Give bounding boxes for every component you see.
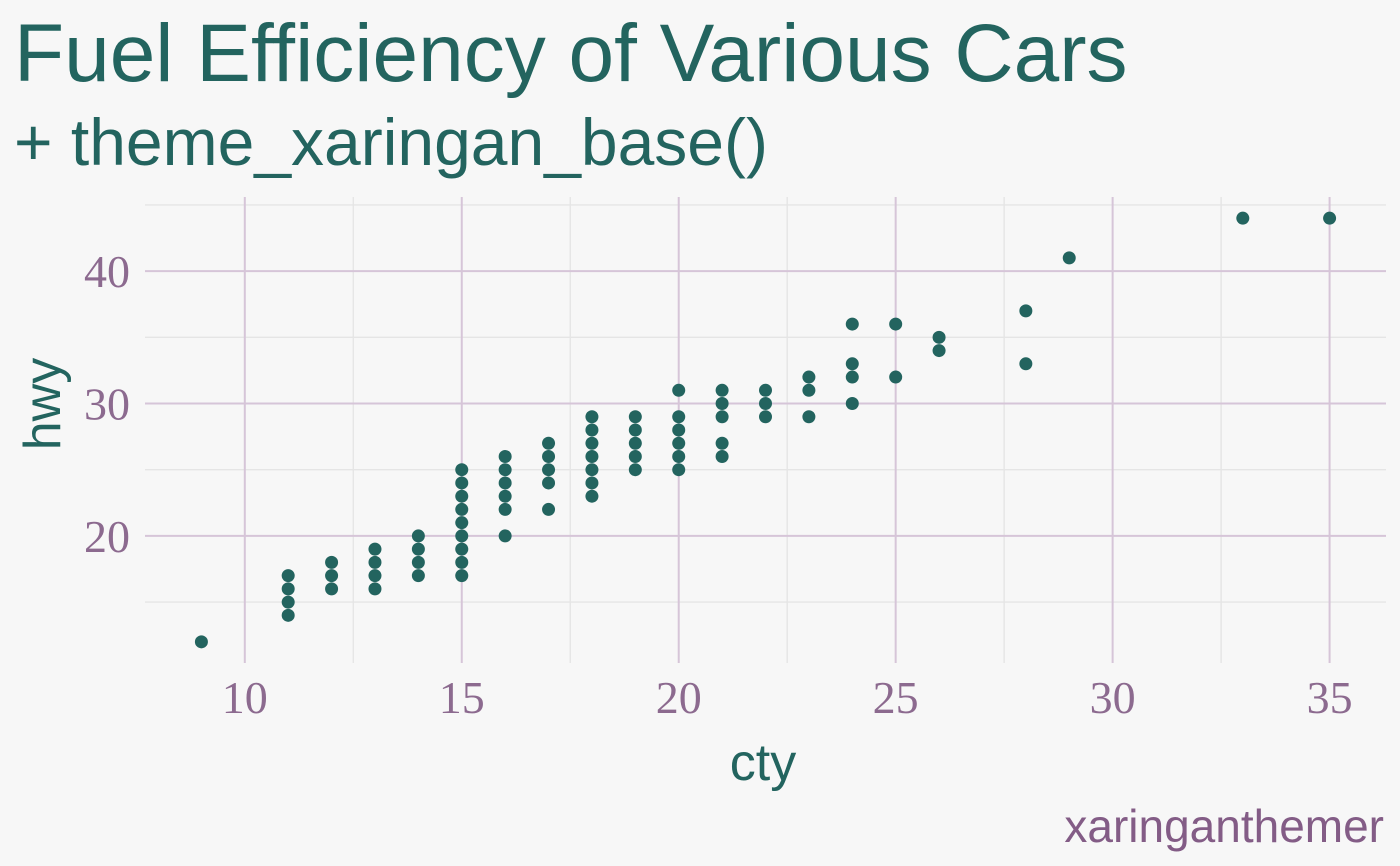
data-point <box>802 410 816 424</box>
data-point <box>932 344 946 358</box>
x-tick-label: 10 <box>222 672 268 723</box>
x-tick-label: 20 <box>656 672 702 723</box>
data-point <box>411 529 425 543</box>
data-point <box>845 317 859 331</box>
y-axis-title: hwy <box>14 358 72 450</box>
data-point <box>455 542 469 556</box>
data-point <box>411 555 425 569</box>
data-point <box>498 449 512 463</box>
data-point <box>455 569 469 583</box>
data-point <box>628 423 642 437</box>
data-point <box>628 463 642 477</box>
data-point <box>759 383 772 397</box>
data-point <box>194 635 208 649</box>
data-point <box>672 423 686 437</box>
data-point <box>585 489 599 503</box>
data-point <box>542 449 556 463</box>
data-point <box>1019 357 1033 371</box>
chart-subtitle: + theme_xaringan_base() <box>14 105 768 179</box>
y-tick-label: 30 <box>84 379 130 430</box>
data-point <box>411 569 425 583</box>
data-point <box>281 595 295 609</box>
x-tick-label: 25 <box>873 672 919 723</box>
data-point <box>802 383 816 397</box>
data-point <box>585 476 599 490</box>
data-point <box>455 489 469 503</box>
data-point <box>889 317 903 331</box>
data-point <box>281 582 295 596</box>
data-point <box>455 529 469 543</box>
y-tick-label: 20 <box>84 511 130 562</box>
data-point <box>542 476 556 490</box>
data-point <box>455 516 469 530</box>
data-point <box>455 476 469 490</box>
data-point <box>281 608 295 622</box>
tick-labels: 10 15 20 25 30 35 20 30 40 <box>84 246 1353 723</box>
data-point <box>368 542 382 556</box>
data-point <box>455 502 469 516</box>
data-point <box>542 463 556 477</box>
data-point <box>498 476 512 490</box>
data-point <box>628 449 642 463</box>
data-point <box>325 555 339 569</box>
data-point <box>759 410 772 424</box>
data-point <box>455 555 469 569</box>
x-tick-label: 15 <box>439 672 485 723</box>
data-point <box>715 436 729 450</box>
data-point <box>715 383 729 397</box>
data-point <box>628 410 642 424</box>
data-point <box>715 410 729 424</box>
data-point <box>672 410 686 424</box>
data-point <box>498 489 512 503</box>
data-point <box>542 436 556 450</box>
data-point <box>1019 304 1033 318</box>
y-tick-label: 40 <box>84 246 130 297</box>
data-point <box>585 463 599 477</box>
data-point <box>932 330 946 344</box>
data-point <box>325 582 339 596</box>
data-point <box>498 529 512 543</box>
data-point <box>411 542 425 556</box>
data-point <box>672 383 686 397</box>
data-point <box>672 449 686 463</box>
data-point <box>498 463 512 477</box>
data-point <box>845 397 859 411</box>
data-point <box>628 436 642 450</box>
data-point <box>1323 211 1337 225</box>
data-point <box>802 370 816 384</box>
x-tick-label: 30 <box>1090 672 1136 723</box>
data-point <box>715 397 729 411</box>
data-point <box>498 502 512 516</box>
data-point <box>672 463 686 477</box>
data-point <box>368 555 382 569</box>
chart-title: Fuel Efficiency of Various Cars <box>14 8 1128 99</box>
data-point <box>585 449 599 463</box>
x-tick-label: 35 <box>1307 672 1353 723</box>
data-point <box>281 569 295 583</box>
data-point <box>585 436 599 450</box>
data-point <box>455 463 469 477</box>
data-point <box>368 582 382 596</box>
points <box>194 211 1337 649</box>
data-point <box>1062 251 1076 265</box>
data-point <box>715 449 729 463</box>
x-axis-title: cty <box>730 734 796 792</box>
chart-caption: xaringanthemer <box>1064 800 1384 852</box>
data-point <box>325 569 339 583</box>
data-point <box>1236 211 1250 225</box>
data-point <box>368 569 382 583</box>
data-point <box>585 410 599 424</box>
data-point <box>845 370 859 384</box>
data-point <box>845 357 859 371</box>
data-point <box>585 423 599 437</box>
data-point <box>759 397 772 411</box>
data-point <box>542 502 556 516</box>
data-point <box>889 370 903 384</box>
data-point <box>672 436 686 450</box>
